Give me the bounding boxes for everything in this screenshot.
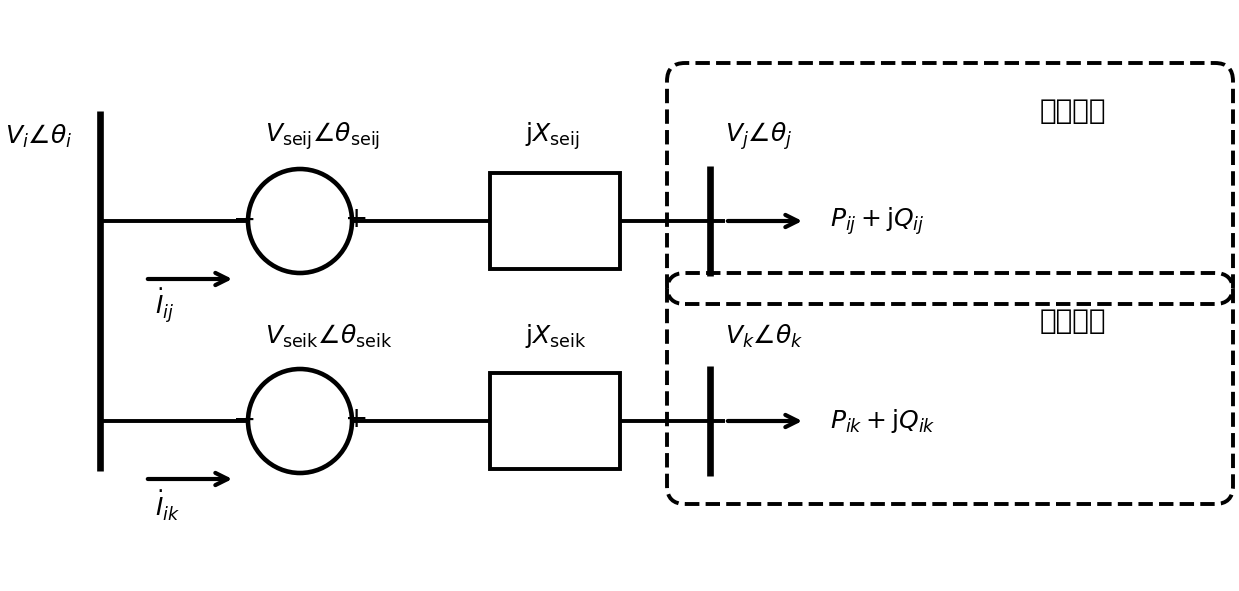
Text: $\dot{I}_{ij}$: $\dot{I}_{ij}$ [155, 287, 175, 325]
Bar [489, 173, 620, 269]
Text: $V_{\mathrm{seij}}\angle\theta_{\mathrm{seij}}$: $V_{\mathrm{seij}}\angle\theta_{\mathrm{… [265, 120, 380, 152]
Text: $\mathrm{j}X_{\mathrm{seik}}$: $\mathrm{j}X_{\mathrm{seik}}$ [525, 322, 586, 350]
Text: 主控线路: 主控线路 [1040, 97, 1106, 125]
Text: $+$: $+$ [343, 405, 367, 433]
Text: $\mathrm{j}X_{\mathrm{seij}}$: $\mathrm{j}X_{\mathrm{seij}}$ [525, 120, 580, 152]
Text: $V_{\mathrm{seik}}\angle\theta_{\mathrm{seik}}$: $V_{\mathrm{seik}}\angle\theta_{\mathrm{… [265, 323, 393, 350]
Text: $P_{ij}+\mathrm{j}Q_{ij}$: $P_{ij}+\mathrm{j}Q_{ij}$ [830, 205, 924, 237]
Text: $P_{ik}+\mathrm{j}Q_{ik}$: $P_{ik}+\mathrm{j}Q_{ik}$ [830, 407, 935, 435]
Text: $V_i\angle\theta_i$: $V_i\angle\theta_i$ [5, 122, 72, 150]
Text: $\dot{I}_{ik}$: $\dot{I}_{ik}$ [155, 489, 180, 523]
Text: $+$: $+$ [343, 205, 367, 233]
Text: $-$: $-$ [232, 405, 254, 433]
Text: $V_k\angle\theta_k$: $V_k\angle\theta_k$ [725, 323, 803, 350]
Text: $V_j\angle\theta_j$: $V_j\angle\theta_j$ [725, 120, 792, 152]
Text: 辅控线路: 辅控线路 [1040, 307, 1106, 335]
Bar [489, 373, 620, 469]
Text: $-$: $-$ [232, 205, 254, 233]
